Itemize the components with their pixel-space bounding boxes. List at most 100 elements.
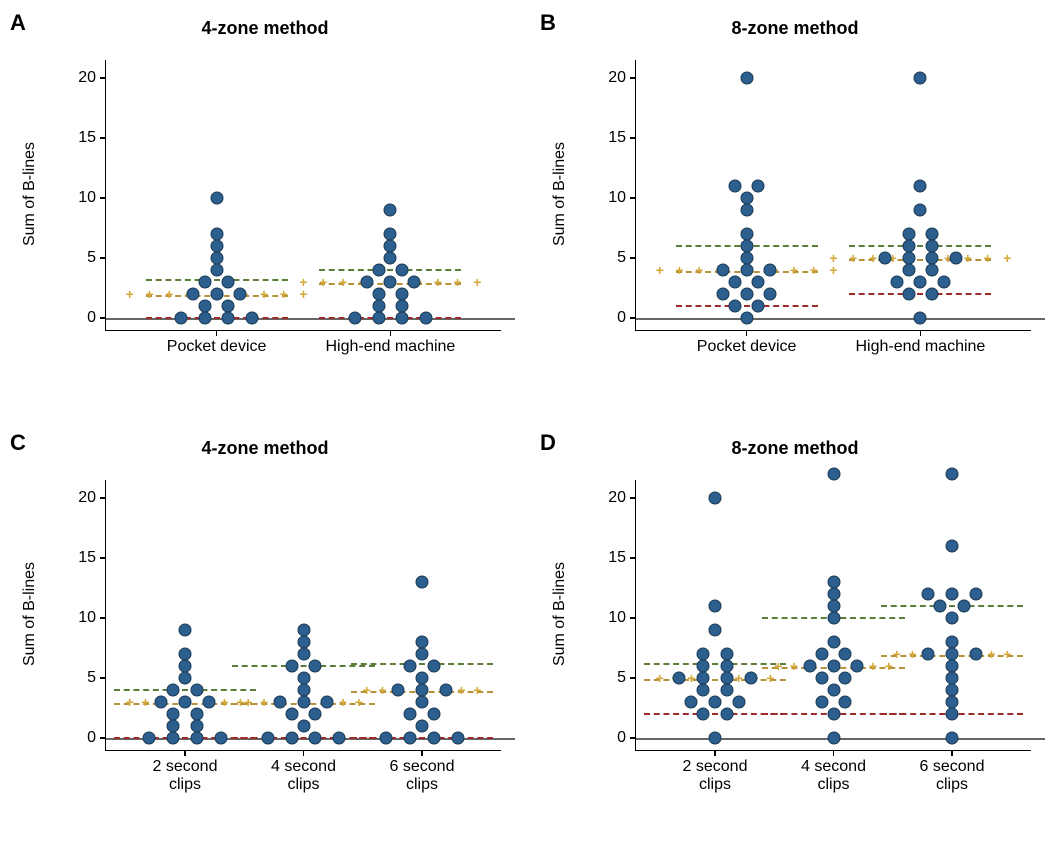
panel-B: B8-zone methodSum of B-lines05101520Pock… — [540, 10, 1050, 410]
y-tick-label: 5 — [617, 249, 626, 267]
dash-lower-line — [319, 317, 461, 319]
data-point — [946, 660, 959, 673]
data-point — [827, 612, 840, 625]
data-point — [716, 288, 729, 301]
data-point — [179, 624, 192, 637]
data-point — [902, 228, 915, 241]
data-point — [673, 672, 686, 685]
data-point — [222, 276, 235, 289]
y-tick — [630, 497, 636, 499]
x-tick — [216, 330, 218, 336]
data-point — [179, 648, 192, 661]
y-tick-label: 10 — [78, 189, 96, 207]
median-plus-marker: + — [473, 275, 481, 289]
median-plus-marker: + — [735, 671, 743, 685]
data-point — [709, 492, 722, 505]
data-point — [709, 696, 722, 709]
y-tick — [100, 617, 106, 619]
data-point — [716, 264, 729, 277]
x-tick-label: 4 second clips — [271, 758, 336, 794]
data-point — [190, 720, 203, 733]
data-point — [384, 276, 397, 289]
data-point — [179, 696, 192, 709]
data-point — [372, 264, 385, 277]
y-tick-label: 15 — [608, 549, 626, 567]
baseline — [636, 738, 1045, 740]
x-tick — [920, 330, 922, 336]
data-point — [946, 612, 959, 625]
data-point — [732, 696, 745, 709]
y-tick — [100, 197, 106, 199]
y-tick-label: 5 — [617, 669, 626, 687]
data-point — [246, 312, 259, 325]
panel-A: A4-zone methodSum of B-lines05101520Pock… — [10, 10, 520, 410]
data-point — [210, 240, 223, 253]
data-point — [427, 660, 440, 673]
data-point — [416, 672, 429, 685]
y-tick-label: 10 — [78, 609, 96, 627]
data-point — [297, 648, 310, 661]
data-point — [934, 600, 947, 613]
data-point — [827, 708, 840, 721]
data-point — [890, 276, 903, 289]
dash-lower-line — [849, 293, 991, 295]
data-point — [333, 732, 346, 745]
median-plus-marker: + — [790, 263, 798, 277]
data-point — [922, 648, 935, 661]
x-tick-label: 4 second clips — [801, 758, 866, 794]
median-plus-marker: + — [339, 695, 347, 709]
median-plus-marker: + — [280, 287, 288, 301]
data-point — [709, 624, 722, 637]
data-point — [309, 708, 322, 721]
data-point — [827, 732, 840, 745]
data-point — [744, 672, 757, 685]
dash-lower-line — [146, 317, 288, 319]
y-tick-label: 10 — [608, 189, 626, 207]
data-point — [190, 732, 203, 745]
data-point — [210, 252, 223, 265]
data-point — [396, 288, 409, 301]
data-point — [764, 264, 777, 277]
median-plus-marker: + — [964, 251, 972, 265]
data-point — [190, 708, 203, 721]
median-plus-marker: + — [1003, 251, 1011, 265]
data-point — [439, 684, 452, 697]
median-plus-marker: + — [378, 683, 386, 697]
data-point — [946, 732, 959, 745]
data-point — [416, 576, 429, 589]
data-point — [404, 708, 417, 721]
data-point — [946, 672, 959, 685]
data-point — [210, 228, 223, 241]
median-plus-marker: + — [126, 287, 134, 301]
data-point — [926, 228, 939, 241]
data-point — [969, 588, 982, 601]
data-point — [946, 696, 959, 709]
dash-lower-line — [676, 305, 818, 307]
data-point — [740, 264, 753, 277]
data-point — [740, 72, 753, 85]
y-tick — [100, 497, 106, 499]
median-plus-marker: + — [656, 263, 664, 277]
data-point — [946, 588, 959, 601]
data-point — [697, 708, 710, 721]
data-point — [285, 732, 298, 745]
data-point — [752, 276, 765, 289]
data-point — [392, 684, 405, 697]
data-point — [697, 684, 710, 697]
y-tick-label: 0 — [87, 309, 96, 327]
data-point — [360, 276, 373, 289]
y-tick-label: 0 — [617, 309, 626, 327]
data-point — [404, 660, 417, 673]
x-tick — [421, 750, 423, 756]
data-point — [740, 228, 753, 241]
data-point — [321, 696, 334, 709]
median-plus-marker: + — [141, 695, 149, 709]
x-tick-label: 2 second clips — [153, 758, 218, 794]
data-point — [946, 708, 959, 721]
data-point — [285, 708, 298, 721]
data-point — [839, 672, 852, 685]
median-plus-marker: + — [869, 251, 877, 265]
x-tick-label: 6 second clips — [920, 758, 985, 794]
median-plus-marker: + — [339, 275, 347, 289]
data-point — [946, 684, 959, 697]
